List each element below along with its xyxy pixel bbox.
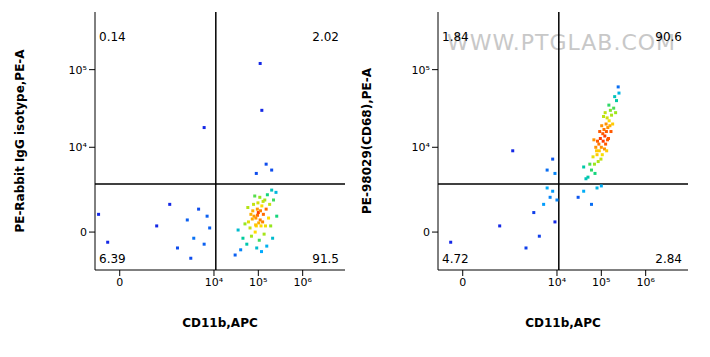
html-text:91.5: 91.5 [312, 252, 339, 266]
svg-text:10⁶: 10⁶ [293, 276, 312, 289]
svg-text:10⁶: 10⁶ [636, 276, 655, 289]
html-text:WWW.PTGLAB.COM: WWW.PTGLAB.COM [447, 30, 676, 55]
svg-text:10⁴: 10⁴ [548, 276, 567, 289]
svg-text:10⁵: 10⁵ [69, 64, 87, 77]
svg-text:0: 0 [423, 226, 430, 239]
svg-text:0: 0 [116, 276, 123, 289]
svg-text:10⁴: 10⁴ [205, 276, 224, 289]
html-text:6.39: 6.39 [99, 252, 126, 266]
svg-text:PE-98029(CD68),PE-A: PE-98029(CD68),PE-A [360, 67, 374, 214]
html-text:4.72: 4.72 [442, 252, 469, 266]
svg-text:10⁵: 10⁵ [249, 276, 267, 289]
html-text:1.84: 1.84 [442, 30, 469, 44]
svg-text:10⁴: 10⁴ [412, 141, 431, 154]
svg-text:PE-Rabbit IgG isotype,PE-A: PE-Rabbit IgG isotype,PE-A [13, 49, 27, 233]
svg-text:0: 0 [80, 226, 87, 239]
html-text:90.6: 90.6 [655, 30, 682, 44]
svg-text:CD11b,APC: CD11b,APC [525, 316, 601, 330]
html-text:2.84: 2.84 [655, 252, 682, 266]
svg-text:0: 0 [459, 276, 466, 289]
svg-text:10⁵: 10⁵ [412, 64, 430, 77]
html-text:2.02: 2.02 [312, 30, 339, 44]
svg-text:10⁴: 10⁴ [69, 141, 88, 154]
svg-text:10⁵: 10⁵ [592, 276, 610, 289]
svg-text:CD11b,APC: CD11b,APC [182, 316, 258, 330]
html-text:0.14: 0.14 [99, 30, 126, 44]
